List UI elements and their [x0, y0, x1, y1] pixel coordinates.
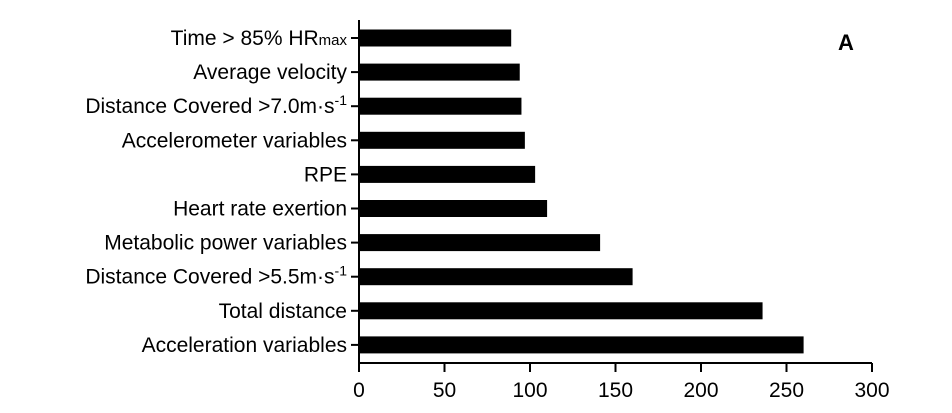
category-label-8: Total distance [219, 300, 347, 323]
x-ticks-group: 0 50 100 150 200 250 300 [353, 363, 890, 402]
category-label-3: Accelerometer variables [122, 129, 347, 152]
category-label-7: Distance Covered >5.5m·s-1 [85, 263, 347, 289]
category-label-6: Metabolic power variables [104, 232, 347, 255]
panel-label: A [838, 30, 854, 55]
x-tick-label-6: 300 [854, 379, 889, 402]
bar-0 [359, 29, 512, 47]
category-label-2: Distance Covered >7.0m·s-1 [85, 92, 347, 118]
x-tick-label-2: 100 [512, 379, 547, 402]
bar-5 [359, 200, 548, 217]
bar-4 [359, 165, 536, 183]
bar-7 [359, 268, 633, 286]
bar-2 [359, 97, 522, 115]
x-tick-label-4: 200 [683, 379, 718, 402]
bars-group [359, 29, 804, 354]
bar-8 [359, 302, 763, 320]
x-tick-label-5: 250 [769, 379, 804, 402]
category-label-5: Heart rate exertion [173, 198, 347, 221]
x-tick-label-1: 50 [433, 379, 456, 402]
bar-9 [359, 336, 804, 354]
category-label-0: Time > 85% HRmax [171, 27, 348, 50]
category-label-9: Acceleration variables [142, 334, 347, 357]
bar-1 [359, 63, 520, 81]
bar-6 [359, 234, 601, 252]
x-tick-label-0: 0 [353, 379, 365, 402]
x-tick-label-3: 150 [598, 379, 633, 402]
category-label-4: RPE [304, 163, 347, 186]
category-labels-group: Time > 85% HRmax Average velocity Distance… [85, 27, 359, 357]
bar-3 [359, 131, 525, 149]
category-label-1: Average velocity [193, 61, 347, 84]
